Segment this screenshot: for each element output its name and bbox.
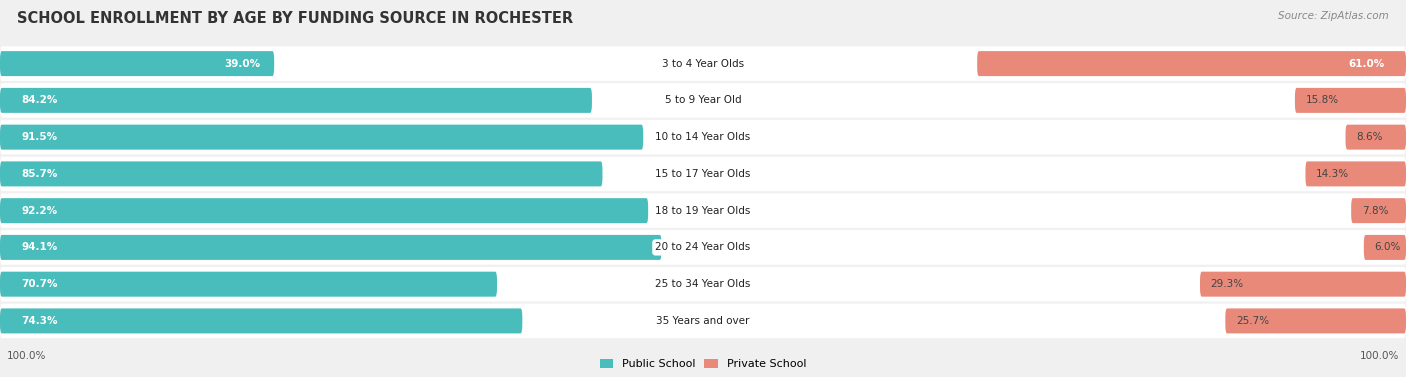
FancyBboxPatch shape xyxy=(0,125,644,150)
Text: 6.0%: 6.0% xyxy=(1375,242,1400,253)
Text: 35 Years and over: 35 Years and over xyxy=(657,316,749,326)
FancyBboxPatch shape xyxy=(1351,198,1406,223)
Text: 61.0%: 61.0% xyxy=(1348,58,1385,69)
FancyBboxPatch shape xyxy=(977,51,1406,76)
Text: 29.3%: 29.3% xyxy=(1211,279,1244,289)
Text: 8.6%: 8.6% xyxy=(1355,132,1382,142)
FancyBboxPatch shape xyxy=(0,83,1406,118)
FancyBboxPatch shape xyxy=(1201,272,1406,297)
Text: 15.8%: 15.8% xyxy=(1305,95,1339,106)
Text: 7.8%: 7.8% xyxy=(1361,205,1388,216)
Legend: Public School, Private School: Public School, Private School xyxy=(598,357,808,371)
FancyBboxPatch shape xyxy=(0,161,603,186)
Text: 94.1%: 94.1% xyxy=(21,242,58,253)
Text: 20 to 24 Year Olds: 20 to 24 Year Olds xyxy=(655,242,751,253)
Text: 100.0%: 100.0% xyxy=(7,351,46,361)
Text: 25.7%: 25.7% xyxy=(1236,316,1270,326)
FancyBboxPatch shape xyxy=(0,267,1406,302)
FancyBboxPatch shape xyxy=(0,193,1406,228)
FancyBboxPatch shape xyxy=(1226,308,1406,333)
Text: Source: ZipAtlas.com: Source: ZipAtlas.com xyxy=(1278,11,1389,21)
FancyBboxPatch shape xyxy=(0,198,648,223)
FancyBboxPatch shape xyxy=(0,272,498,297)
FancyBboxPatch shape xyxy=(0,308,523,333)
FancyBboxPatch shape xyxy=(1346,125,1406,150)
FancyBboxPatch shape xyxy=(0,303,1406,338)
FancyBboxPatch shape xyxy=(0,46,1406,81)
Text: 15 to 17 Year Olds: 15 to 17 Year Olds xyxy=(655,169,751,179)
Text: SCHOOL ENROLLMENT BY AGE BY FUNDING SOURCE IN ROCHESTER: SCHOOL ENROLLMENT BY AGE BY FUNDING SOUR… xyxy=(17,11,574,26)
Text: 3 to 4 Year Olds: 3 to 4 Year Olds xyxy=(662,58,744,69)
Text: 92.2%: 92.2% xyxy=(21,205,58,216)
FancyBboxPatch shape xyxy=(1305,161,1406,186)
Text: 5 to 9 Year Old: 5 to 9 Year Old xyxy=(665,95,741,106)
Text: 18 to 19 Year Olds: 18 to 19 Year Olds xyxy=(655,205,751,216)
Text: 100.0%: 100.0% xyxy=(1360,351,1399,361)
Text: 10 to 14 Year Olds: 10 to 14 Year Olds xyxy=(655,132,751,142)
Text: 39.0%: 39.0% xyxy=(224,58,260,69)
FancyBboxPatch shape xyxy=(0,230,1406,265)
FancyBboxPatch shape xyxy=(0,51,274,76)
FancyBboxPatch shape xyxy=(1364,235,1406,260)
FancyBboxPatch shape xyxy=(0,235,661,260)
FancyBboxPatch shape xyxy=(0,156,1406,191)
Text: 70.7%: 70.7% xyxy=(21,279,58,289)
FancyBboxPatch shape xyxy=(0,88,592,113)
Text: 91.5%: 91.5% xyxy=(21,132,58,142)
FancyBboxPatch shape xyxy=(0,120,1406,155)
Text: 85.7%: 85.7% xyxy=(21,169,58,179)
Text: 74.3%: 74.3% xyxy=(21,316,58,326)
FancyBboxPatch shape xyxy=(1295,88,1406,113)
Text: 84.2%: 84.2% xyxy=(21,95,58,106)
Text: 14.3%: 14.3% xyxy=(1316,169,1350,179)
Text: 25 to 34 Year Olds: 25 to 34 Year Olds xyxy=(655,279,751,289)
